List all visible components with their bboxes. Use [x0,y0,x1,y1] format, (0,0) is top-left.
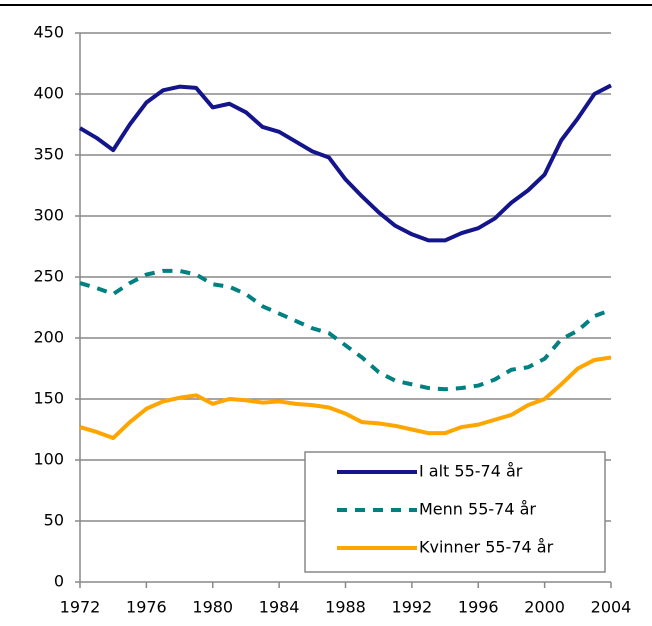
x-tick-label: 2000 [524,598,565,617]
x-tick-label: 1988 [325,598,366,617]
y-tick-label: 400 [33,84,64,103]
x-tick-label: 1984 [259,598,300,617]
x-tick-label: 2004 [591,598,632,617]
line-series [78,83,612,243]
y-tick-label: 150 [33,389,64,408]
y-tick-label: 300 [33,206,64,225]
y-tick-label: 0 [54,572,64,591]
x-tick-label: 1996 [458,598,499,617]
legend-label: Kvinner 55-74 år [419,538,554,557]
y-tick-label: 50 [44,511,64,530]
line-series [79,355,612,441]
line-series [79,268,612,392]
y-tick-label: 200 [33,328,64,347]
x-tick-label: 1972 [60,598,101,617]
legend-label: Menn 55-74 år [419,500,536,519]
legend-label: I alt 55-74 år [419,462,523,481]
x-tick-label: 1980 [192,598,233,617]
x-tick-label: 1976 [126,598,167,617]
y-tick-label: 250 [33,267,64,286]
y-tick-label: 100 [33,450,64,469]
y-tick-label: 350 [33,145,64,164]
x-tick-label: 1992 [392,598,433,617]
y-tick-label: 450 [33,23,64,42]
